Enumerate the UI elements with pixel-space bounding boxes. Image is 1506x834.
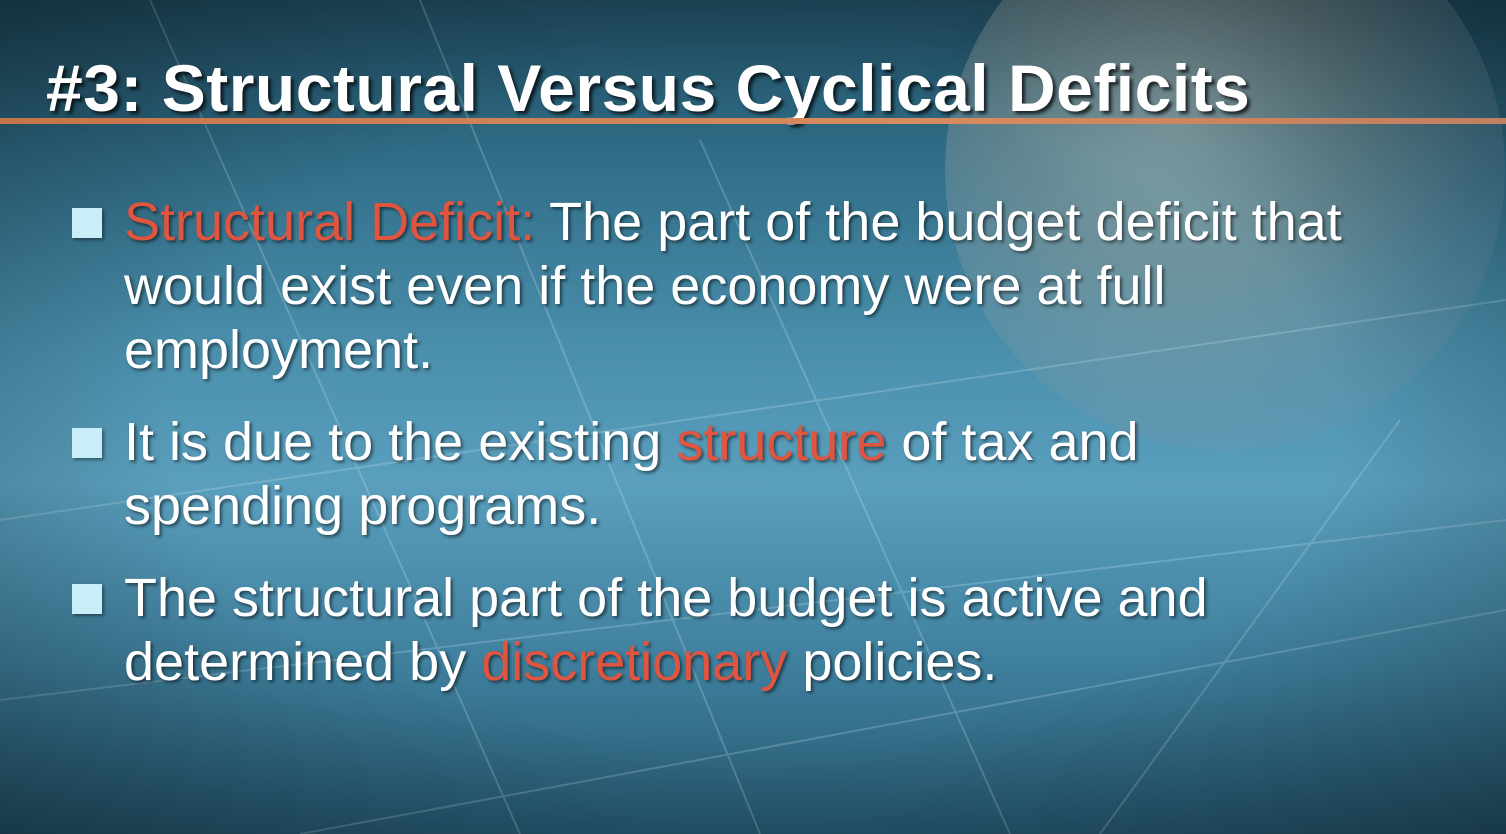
term-highlight: discretionary: [481, 632, 788, 692]
bullet-list: Structural Deficit: The part of the budg…: [72, 190, 1472, 722]
bullet-text: The structural part of the budget is act…: [124, 568, 1208, 692]
bullet-text: The part of the budget deficit that woul…: [124, 192, 1342, 380]
bullet-text: It is due to the existing: [124, 412, 677, 472]
bullet-item: The structural part of the budget is act…: [72, 566, 1404, 694]
title-divider: [0, 118, 1506, 124]
bullet-item: Structural Deficit: The part of the budg…: [72, 190, 1454, 382]
square-bullet-icon: [72, 208, 102, 238]
globe-background-image: [945, 0, 1505, 450]
square-bullet-icon: [72, 584, 102, 614]
bullet-text: of tax and spending programs.: [124, 412, 1139, 536]
bullet-text: policies.: [787, 632, 998, 692]
slide-title: #3: Structural Versus Cyclical Deficits: [46, 51, 1251, 125]
square-bullet-icon: [72, 428, 102, 458]
bullet-item: It is due to the existing structure of t…: [72, 410, 1304, 538]
term-highlight: structure: [676, 412, 887, 472]
term-highlight: Structural Deficit:: [124, 192, 536, 252]
